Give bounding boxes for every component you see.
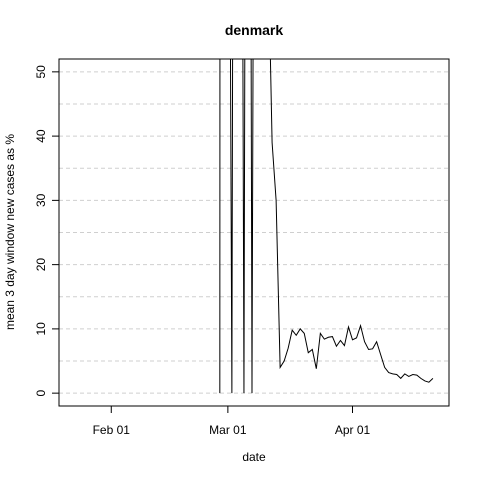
y-tick-label: 50 xyxy=(34,65,48,79)
y-axis-label: mean 3 day window new cases as % xyxy=(3,134,17,330)
y-tick-label: 30 xyxy=(34,193,48,207)
x-axis-label: date xyxy=(242,450,266,464)
x-tick-label: Mar 01 xyxy=(209,423,247,437)
data-line xyxy=(219,59,434,394)
y-tick-label: 40 xyxy=(34,129,48,143)
y-tick-label: 0 xyxy=(34,389,48,396)
x-tick-label: Apr 01 xyxy=(335,423,371,437)
y-tick-label: 10 xyxy=(34,322,48,336)
plot-frame xyxy=(58,58,450,407)
chart-title: denmark xyxy=(225,22,284,38)
x-tick-label: Feb 01 xyxy=(93,423,131,437)
y-tick-label: 20 xyxy=(34,258,48,272)
